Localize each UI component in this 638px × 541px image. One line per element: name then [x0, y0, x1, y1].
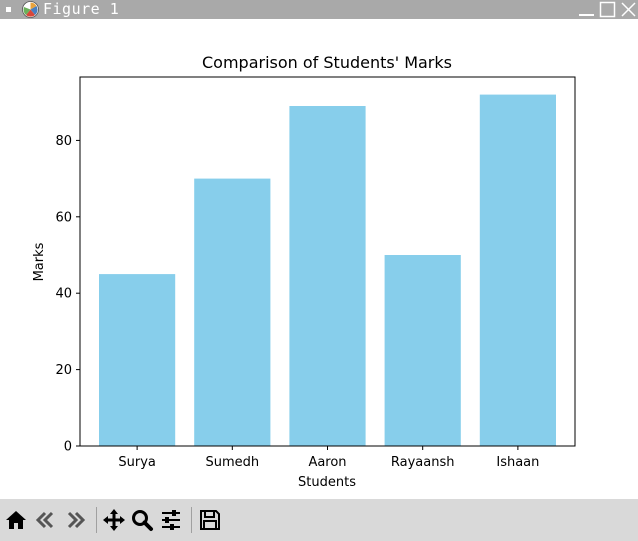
configure-subplots-icon[interactable] [159, 508, 183, 532]
save-icon[interactable] [198, 508, 222, 532]
close-button[interactable] [620, 1, 637, 18]
toolbar-separator [191, 507, 192, 533]
bars-layer [99, 94, 556, 446]
x-tick-label: Rayaansh [391, 455, 455, 470]
y-tick-label: 60 [55, 210, 72, 225]
x-tick-label: Sumedh [205, 455, 259, 470]
zoom-icon[interactable] [130, 508, 154, 532]
back-icon[interactable] [34, 508, 58, 532]
bar-aaron [289, 106, 366, 446]
y-tick-label: 0 [64, 440, 72, 455]
forward-icon[interactable] [63, 508, 87, 532]
x-tick-label: Aaron [308, 455, 346, 470]
y-tick-label: 80 [55, 134, 72, 149]
x-axis-label: Students [298, 475, 356, 490]
bar-ishaan [479, 94, 556, 446]
x-axis: Surya Sumedh Aaron Rayaansh Ishaan [118, 446, 539, 470]
matplotlib-logo-icon [22, 1, 39, 18]
bar-sumedh [194, 178, 271, 446]
y-tick-label: 40 [55, 287, 72, 302]
home-icon[interactable] [4, 508, 28, 532]
chart-title: Comparison of Students' Marks [202, 53, 452, 72]
toolbar-separator [96, 507, 97, 533]
maximize-button[interactable] [599, 1, 616, 18]
window-titlebar: Figure 1 [0, 0, 638, 19]
bar-rayaansh [384, 255, 461, 446]
window-menu-button[interactable] [6, 7, 11, 12]
bar-chart: Comparison of Students' Marks 020406080 … [32, 53, 576, 490]
y-axis-label: Marks [32, 242, 47, 281]
window-title: Figure 1 [43, 0, 120, 18]
bar-surya [99, 274, 176, 446]
x-tick-label: Ishaan [496, 455, 539, 470]
figure-canvas[interactable]: Comparison of Students' Marks 0 20 40 60 80 … [0, 19, 638, 499]
x-tick-label: Surya [118, 455, 156, 470]
navigation-toolbar [0, 499, 638, 541]
y-axis: 0 20 40 60 80 [55, 134, 80, 455]
minimize-button[interactable] [578, 1, 595, 18]
pan-icon[interactable] [102, 508, 126, 532]
y-tick-label: 20 [55, 363, 72, 378]
